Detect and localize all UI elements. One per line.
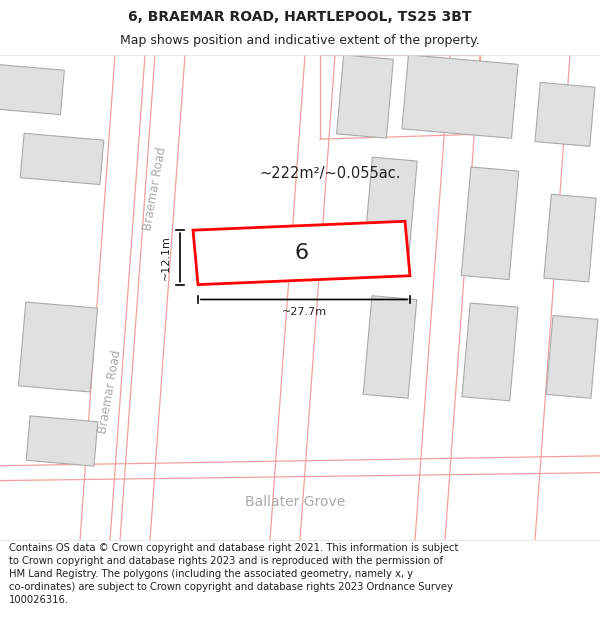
- Text: ~12.1m: ~12.1m: [161, 235, 171, 280]
- Text: 6, BRAEMAR ROAD, HARTLEPOOL, TS25 3BT: 6, BRAEMAR ROAD, HARTLEPOOL, TS25 3BT: [128, 10, 472, 24]
- Polygon shape: [461, 167, 519, 279]
- Polygon shape: [535, 82, 595, 146]
- Text: Braemar Road: Braemar Road: [141, 146, 169, 231]
- Polygon shape: [363, 296, 417, 398]
- Polygon shape: [337, 55, 394, 138]
- Text: 6: 6: [295, 243, 309, 263]
- Polygon shape: [363, 158, 417, 269]
- Polygon shape: [546, 316, 598, 398]
- Polygon shape: [19, 302, 98, 392]
- Polygon shape: [402, 55, 518, 138]
- Text: Braemar Road: Braemar Road: [96, 349, 124, 434]
- Text: Map shows position and indicative extent of the property.: Map shows position and indicative extent…: [120, 34, 480, 47]
- Text: Ballater Grove: Ballater Grove: [245, 496, 345, 509]
- Text: ~222m²/~0.055ac.: ~222m²/~0.055ac.: [259, 166, 401, 181]
- Polygon shape: [0, 64, 64, 114]
- Polygon shape: [26, 416, 98, 466]
- Polygon shape: [544, 194, 596, 282]
- Polygon shape: [20, 133, 104, 184]
- Polygon shape: [193, 221, 410, 284]
- Polygon shape: [462, 303, 518, 401]
- Text: ~27.7m: ~27.7m: [281, 308, 326, 318]
- Text: Contains OS data © Crown copyright and database right 2021. This information is : Contains OS data © Crown copyright and d…: [9, 542, 458, 606]
